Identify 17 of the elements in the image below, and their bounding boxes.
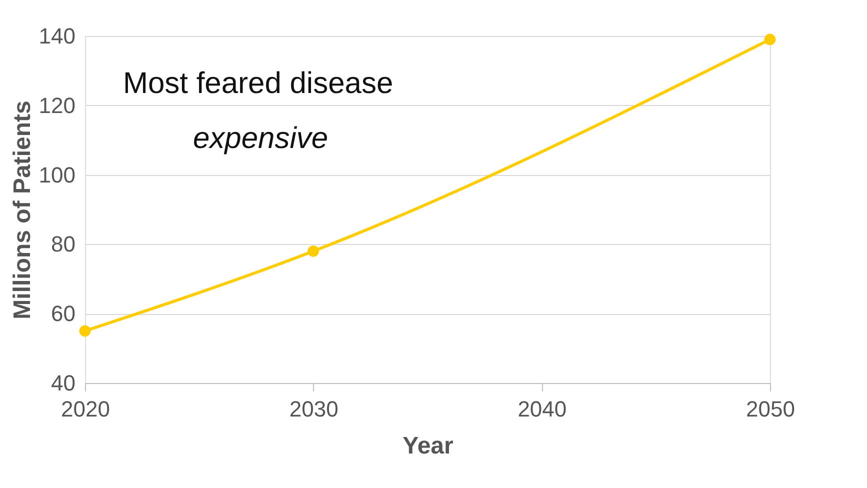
y-tick-label: 140 <box>38 24 76 48</box>
y-tick-label: 100 <box>38 162 76 188</box>
y-tick-label: 80 <box>51 232 76 257</box>
y-axis-title: Millions of Patients <box>8 100 36 320</box>
point <box>79 325 91 337</box>
point <box>764 34 776 46</box>
y-tick-label: 40 <box>51 370 76 396</box>
annotation: expensive <box>193 122 328 155</box>
point <box>308 245 320 257</box>
x-tick-label: 2040 <box>518 396 567 422</box>
annotation: Most feared disease <box>123 67 394 100</box>
x-axis-title: Year <box>402 432 454 460</box>
y-tick-label: 60 <box>51 301 76 326</box>
y-tick-label: 120 <box>38 92 76 118</box>
x-tick-label: 2030 <box>289 396 338 422</box>
x-tick-label: 2020 <box>61 396 110 422</box>
x-tick-label: 2050 <box>746 396 795 422</box>
